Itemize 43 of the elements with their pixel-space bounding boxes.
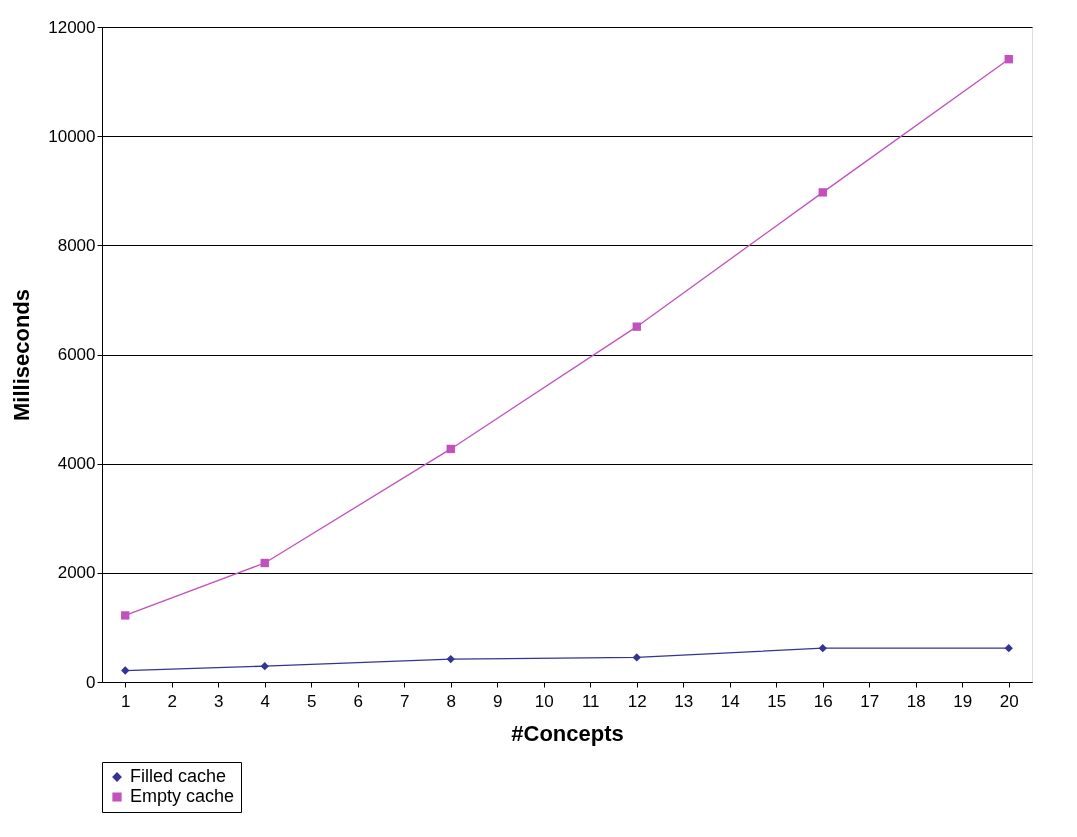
- legend-label: Filled cache: [130, 766, 227, 786]
- x-tick-label: 11: [581, 691, 600, 711]
- point: [818, 643, 827, 653]
- x-tick-label: 4: [260, 691, 270, 711]
- point: [121, 611, 130, 620]
- x-tick-label: 6: [353, 691, 363, 711]
- y-tick-label: 6000: [57, 345, 96, 364]
- x-tick-label: 8: [446, 691, 456, 711]
- x-tick-label: 14: [720, 691, 740, 711]
- point: [260, 558, 269, 568]
- y-axis-title: Milliseconds: [9, 288, 35, 422]
- y-tick-label: 2000: [57, 563, 96, 583]
- x-tick-label: 9: [493, 691, 503, 711]
- point: [632, 653, 641, 662]
- x-tick-label: 1: [121, 691, 131, 711]
- y-tick-label: 12000: [48, 17, 96, 37]
- point: [1004, 55, 1013, 64]
- y-tick-label: 0: [86, 672, 96, 692]
- x-tick-label: 16: [813, 691, 833, 711]
- x-tick-label: 7: [400, 691, 410, 711]
- x-tick-label: 20: [999, 691, 1019, 711]
- y-tick-label: 8000: [57, 235, 96, 255]
- x-tick-label: 12: [627, 691, 647, 711]
- point: [121, 666, 130, 675]
- x-tick-label: 3: [214, 691, 224, 711]
- point: [632, 322, 641, 331]
- point: [260, 661, 269, 671]
- x-tick-label: 13: [674, 691, 694, 711]
- y-tick-label: 4000: [57, 454, 96, 474]
- x-tick-label: 2: [167, 691, 177, 711]
- point: [1004, 643, 1013, 653]
- x-tick-label: 17: [860, 691, 880, 711]
- x-tick-label: 18: [906, 691, 926, 711]
- x-tick-label: 10: [534, 691, 554, 711]
- point: [446, 654, 455, 664]
- legend-label: Empty cache: [130, 786, 235, 806]
- x-tick-label: 15: [767, 691, 787, 711]
- x-tick-label: 19: [953, 691, 973, 711]
- y-tick-label: 10000: [48, 126, 96, 146]
- point: [446, 444, 455, 454]
- x-tick-label: 5: [307, 691, 317, 711]
- x-axis-title: #Concepts: [511, 720, 624, 746]
- point: [818, 188, 827, 197]
